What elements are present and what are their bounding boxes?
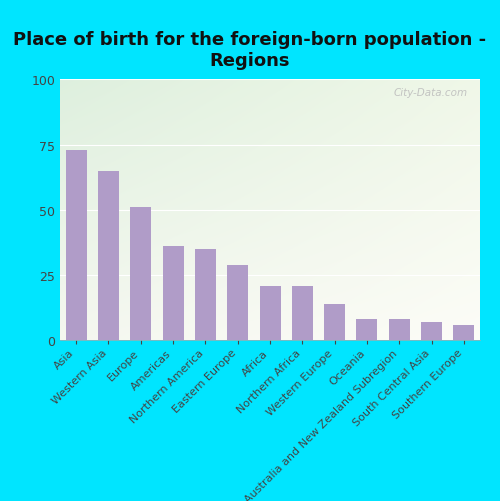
Bar — [388, 320, 409, 341]
Text: City-Data.com: City-Data.com — [394, 88, 468, 98]
Bar — [324, 304, 345, 341]
Bar — [66, 150, 86, 341]
Bar — [356, 320, 378, 341]
Bar — [98, 171, 119, 341]
Bar — [227, 265, 248, 341]
Bar — [260, 286, 280, 341]
Bar — [130, 208, 152, 341]
Bar — [162, 247, 184, 341]
Text: Place of birth for the foreign-born population -
Regions: Place of birth for the foreign-born popu… — [14, 31, 486, 70]
Bar — [292, 286, 313, 341]
Bar — [421, 323, 442, 341]
Bar — [195, 249, 216, 341]
Bar — [454, 325, 474, 341]
